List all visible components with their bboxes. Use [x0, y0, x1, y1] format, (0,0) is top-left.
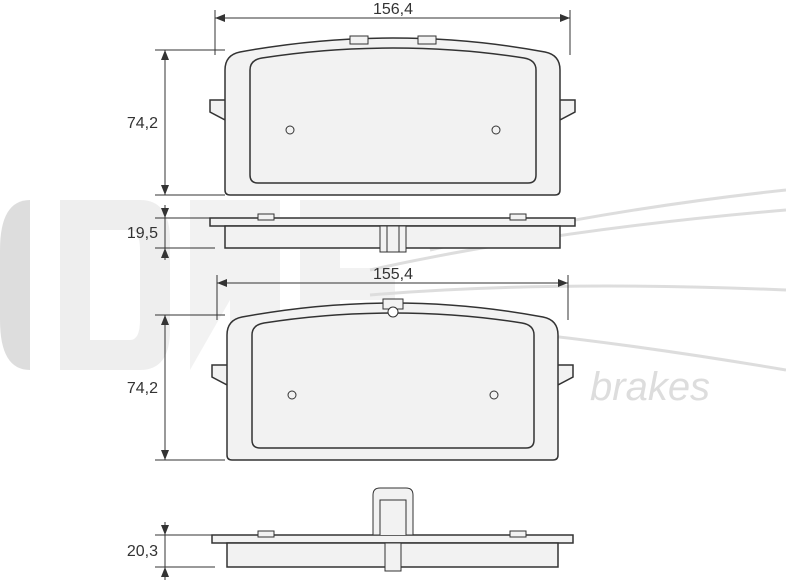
dim-upper-height: 74,2: [127, 50, 225, 195]
dim-top-width-label: 156,4: [373, 1, 413, 18]
upper-pad-front: [210, 36, 575, 195]
dim-upper-thickness-label: 19,5: [127, 225, 158, 242]
dim-lower-thickness-label: 20,3: [127, 543, 158, 560]
dim-lower-width-label: 155,4: [373, 266, 413, 283]
dim-upper-height-label: 74,2: [127, 115, 158, 132]
dim-lower-thickness: 20,3: [127, 522, 215, 580]
lower-pad-front: [212, 299, 573, 460]
dim-lower-height-label: 74,2: [127, 380, 158, 397]
watermark-text: brakes: [590, 365, 710, 409]
lower-pad-side: [212, 488, 573, 571]
upper-pad-side: [210, 214, 575, 252]
